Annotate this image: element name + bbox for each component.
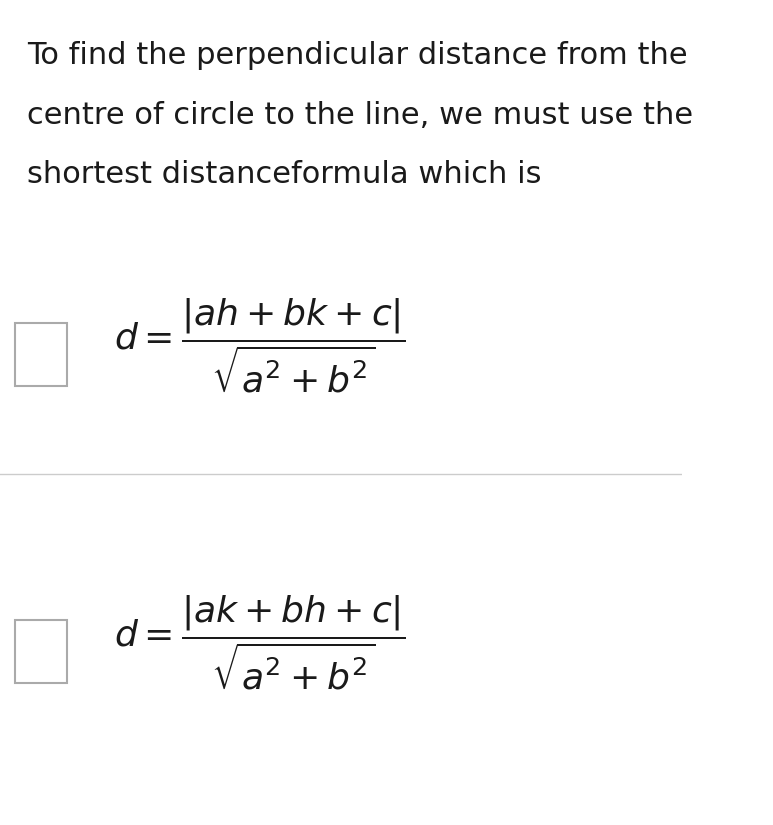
Text: shortest distanceformula which is: shortest distanceformula which is — [27, 160, 542, 189]
Text: centre of circle to the line, we must use the: centre of circle to the line, we must us… — [27, 101, 693, 130]
Text: $d = \dfrac{|ah + bk + c|}{\sqrt{a^2 + b^2}}$: $d = \dfrac{|ah + bk + c|}{\sqrt{a^2 + b… — [114, 297, 405, 396]
Text: $d = \dfrac{|ak + bh + c|}{\sqrt{a^2 + b^2}}$: $d = \dfrac{|ak + bh + c|}{\sqrt{a^2 + b… — [114, 594, 405, 693]
FancyBboxPatch shape — [15, 323, 66, 386]
Text: To find the perpendicular distance from the: To find the perpendicular distance from … — [27, 41, 688, 70]
FancyBboxPatch shape — [15, 620, 66, 683]
